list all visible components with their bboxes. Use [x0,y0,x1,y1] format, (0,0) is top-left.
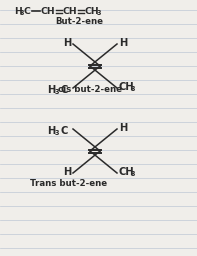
Text: 3: 3 [20,10,24,16]
Text: CH: CH [119,82,135,92]
Text: cis but-2-ene: cis but-2-ene [58,84,122,93]
Text: C: C [24,6,31,16]
Text: CH: CH [41,6,56,16]
Text: H: H [119,38,127,48]
Text: 3: 3 [55,89,59,95]
Text: H: H [119,123,127,133]
Text: H: H [47,126,55,136]
Text: CH: CH [63,6,78,16]
Text: H: H [14,6,22,16]
Text: H: H [47,85,55,95]
Text: H: H [63,167,71,177]
Text: CH: CH [119,167,135,177]
Text: CH: CH [85,6,100,16]
Text: C: C [61,126,68,136]
Text: 3: 3 [55,130,59,136]
Text: 3: 3 [131,171,136,177]
Text: But-2-ene: But-2-ene [55,17,103,27]
Text: Trans but-2-ene: Trans but-2-ene [30,179,107,188]
Text: C: C [61,85,68,95]
Text: 3: 3 [97,10,101,16]
Text: 3: 3 [131,86,136,92]
Text: H: H [63,38,71,48]
